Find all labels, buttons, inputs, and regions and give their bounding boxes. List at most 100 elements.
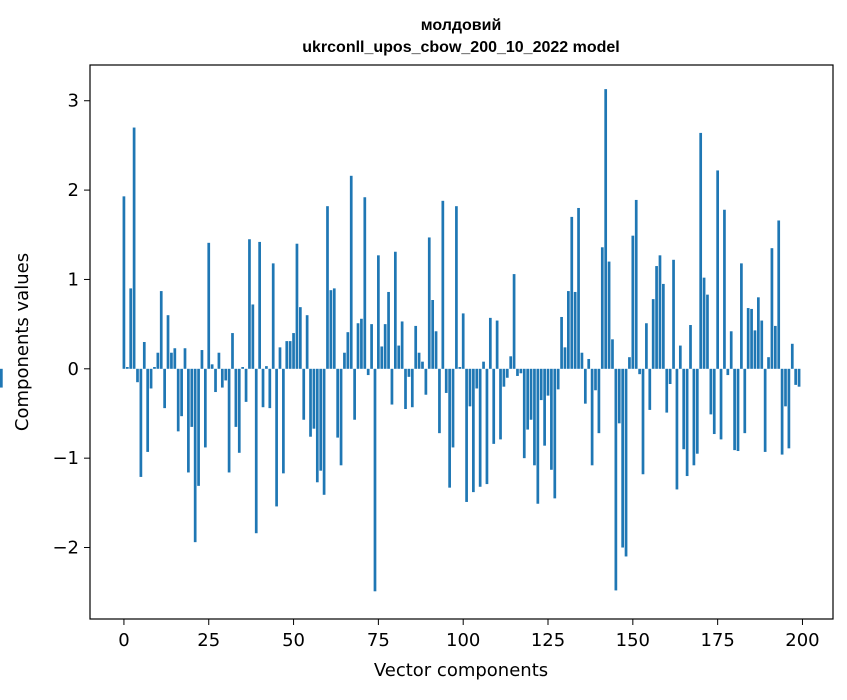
bar: [302, 368, 306, 420]
x-tick-label: 175: [700, 630, 734, 651]
bar: [689, 325, 692, 369]
y-tick-label: 0: [68, 359, 79, 380]
bar: [516, 368, 519, 376]
bar: [648, 368, 652, 410]
bar: [336, 368, 340, 438]
bar: [339, 368, 343, 466]
bar: [760, 320, 764, 369]
bar: [600, 247, 604, 369]
bar: [651, 299, 655, 369]
bar: [533, 368, 536, 466]
bar: [224, 368, 228, 381]
bar: [529, 368, 533, 420]
bar: [482, 361, 485, 369]
bar: [387, 291, 390, 369]
bar: [770, 248, 774, 369]
bar: [129, 288, 133, 369]
bar: [451, 368, 455, 448]
bar: [750, 308, 753, 369]
bar-series: [0, 89, 801, 592]
bar: [343, 352, 346, 369]
bar: [390, 368, 394, 405]
bar: [458, 367, 462, 369]
bar: [465, 368, 468, 502]
y-tick-label: −2: [52, 538, 79, 559]
bar: [220, 368, 224, 388]
bar: [594, 368, 597, 391]
bar: [393, 251, 397, 369]
bar: [349, 175, 353, 369]
bar: [254, 368, 258, 534]
bar: [142, 342, 146, 369]
plot-frame: [89, 64, 834, 620]
bar: [580, 352, 584, 369]
bar: [736, 368, 740, 452]
bar: [777, 220, 781, 369]
bar: [217, 352, 221, 369]
bar: [790, 343, 794, 369]
bar: [621, 368, 625, 548]
bar: [455, 206, 458, 369]
bar: [488, 317, 492, 369]
bar: [312, 368, 316, 429]
bar: [326, 206, 329, 369]
bar: [780, 368, 784, 455]
bar: [421, 361, 424, 369]
bar: [634, 199, 638, 369]
bar: [685, 368, 689, 477]
bar: [397, 345, 401, 369]
bar: [522, 368, 526, 459]
bar: [597, 368, 601, 434]
bar: [380, 346, 384, 369]
x-tick-label: 150: [616, 630, 650, 651]
bar: [363, 197, 367, 369]
bar: [546, 368, 550, 396]
bar: [702, 277, 706, 369]
bar: [773, 325, 777, 369]
y-tick-label: 3: [68, 91, 79, 112]
bar: [319, 368, 323, 471]
bar: [166, 315, 170, 369]
bar: [502, 368, 506, 387]
bar: [570, 216, 574, 369]
bar: [322, 368, 326, 495]
bar: [231, 333, 234, 369]
bar: [309, 368, 312, 437]
bar: [285, 341, 289, 369]
bar: [658, 255, 662, 369]
bar: [678, 345, 682, 369]
bar: [366, 368, 370, 376]
bar: [444, 368, 448, 393]
bar: [495, 320, 499, 369]
y-axis-ticks: −2 −1 0 1 2 3: [52, 91, 90, 559]
bar: [706, 294, 709, 369]
bar: [583, 368, 587, 404]
bar: [577, 207, 580, 369]
bar: [614, 368, 618, 591]
bar: [468, 368, 472, 407]
bar: [197, 368, 200, 486]
bar: [505, 368, 509, 378]
bar: [153, 367, 156, 369]
bar: [784, 368, 787, 407]
bar: [475, 368, 479, 389]
bar: [268, 368, 272, 409]
bar: [729, 331, 733, 369]
bar: [478, 368, 482, 487]
bar: [567, 291, 570, 369]
bar: [682, 368, 686, 450]
bar: [122, 196, 126, 369]
chart-title-line1: молдовий: [421, 17, 502, 34]
bar: [139, 368, 143, 477]
bar: [655, 266, 658, 369]
bar: [797, 368, 801, 387]
bar: [550, 368, 553, 470]
y-tick-label: −1: [52, 448, 79, 469]
bar: [248, 239, 251, 369]
bar: [695, 368, 699, 454]
bar: [611, 339, 614, 369]
bar: [719, 368, 723, 440]
bar: [180, 368, 183, 417]
bar: [767, 357, 770, 369]
bar: [146, 368, 150, 452]
